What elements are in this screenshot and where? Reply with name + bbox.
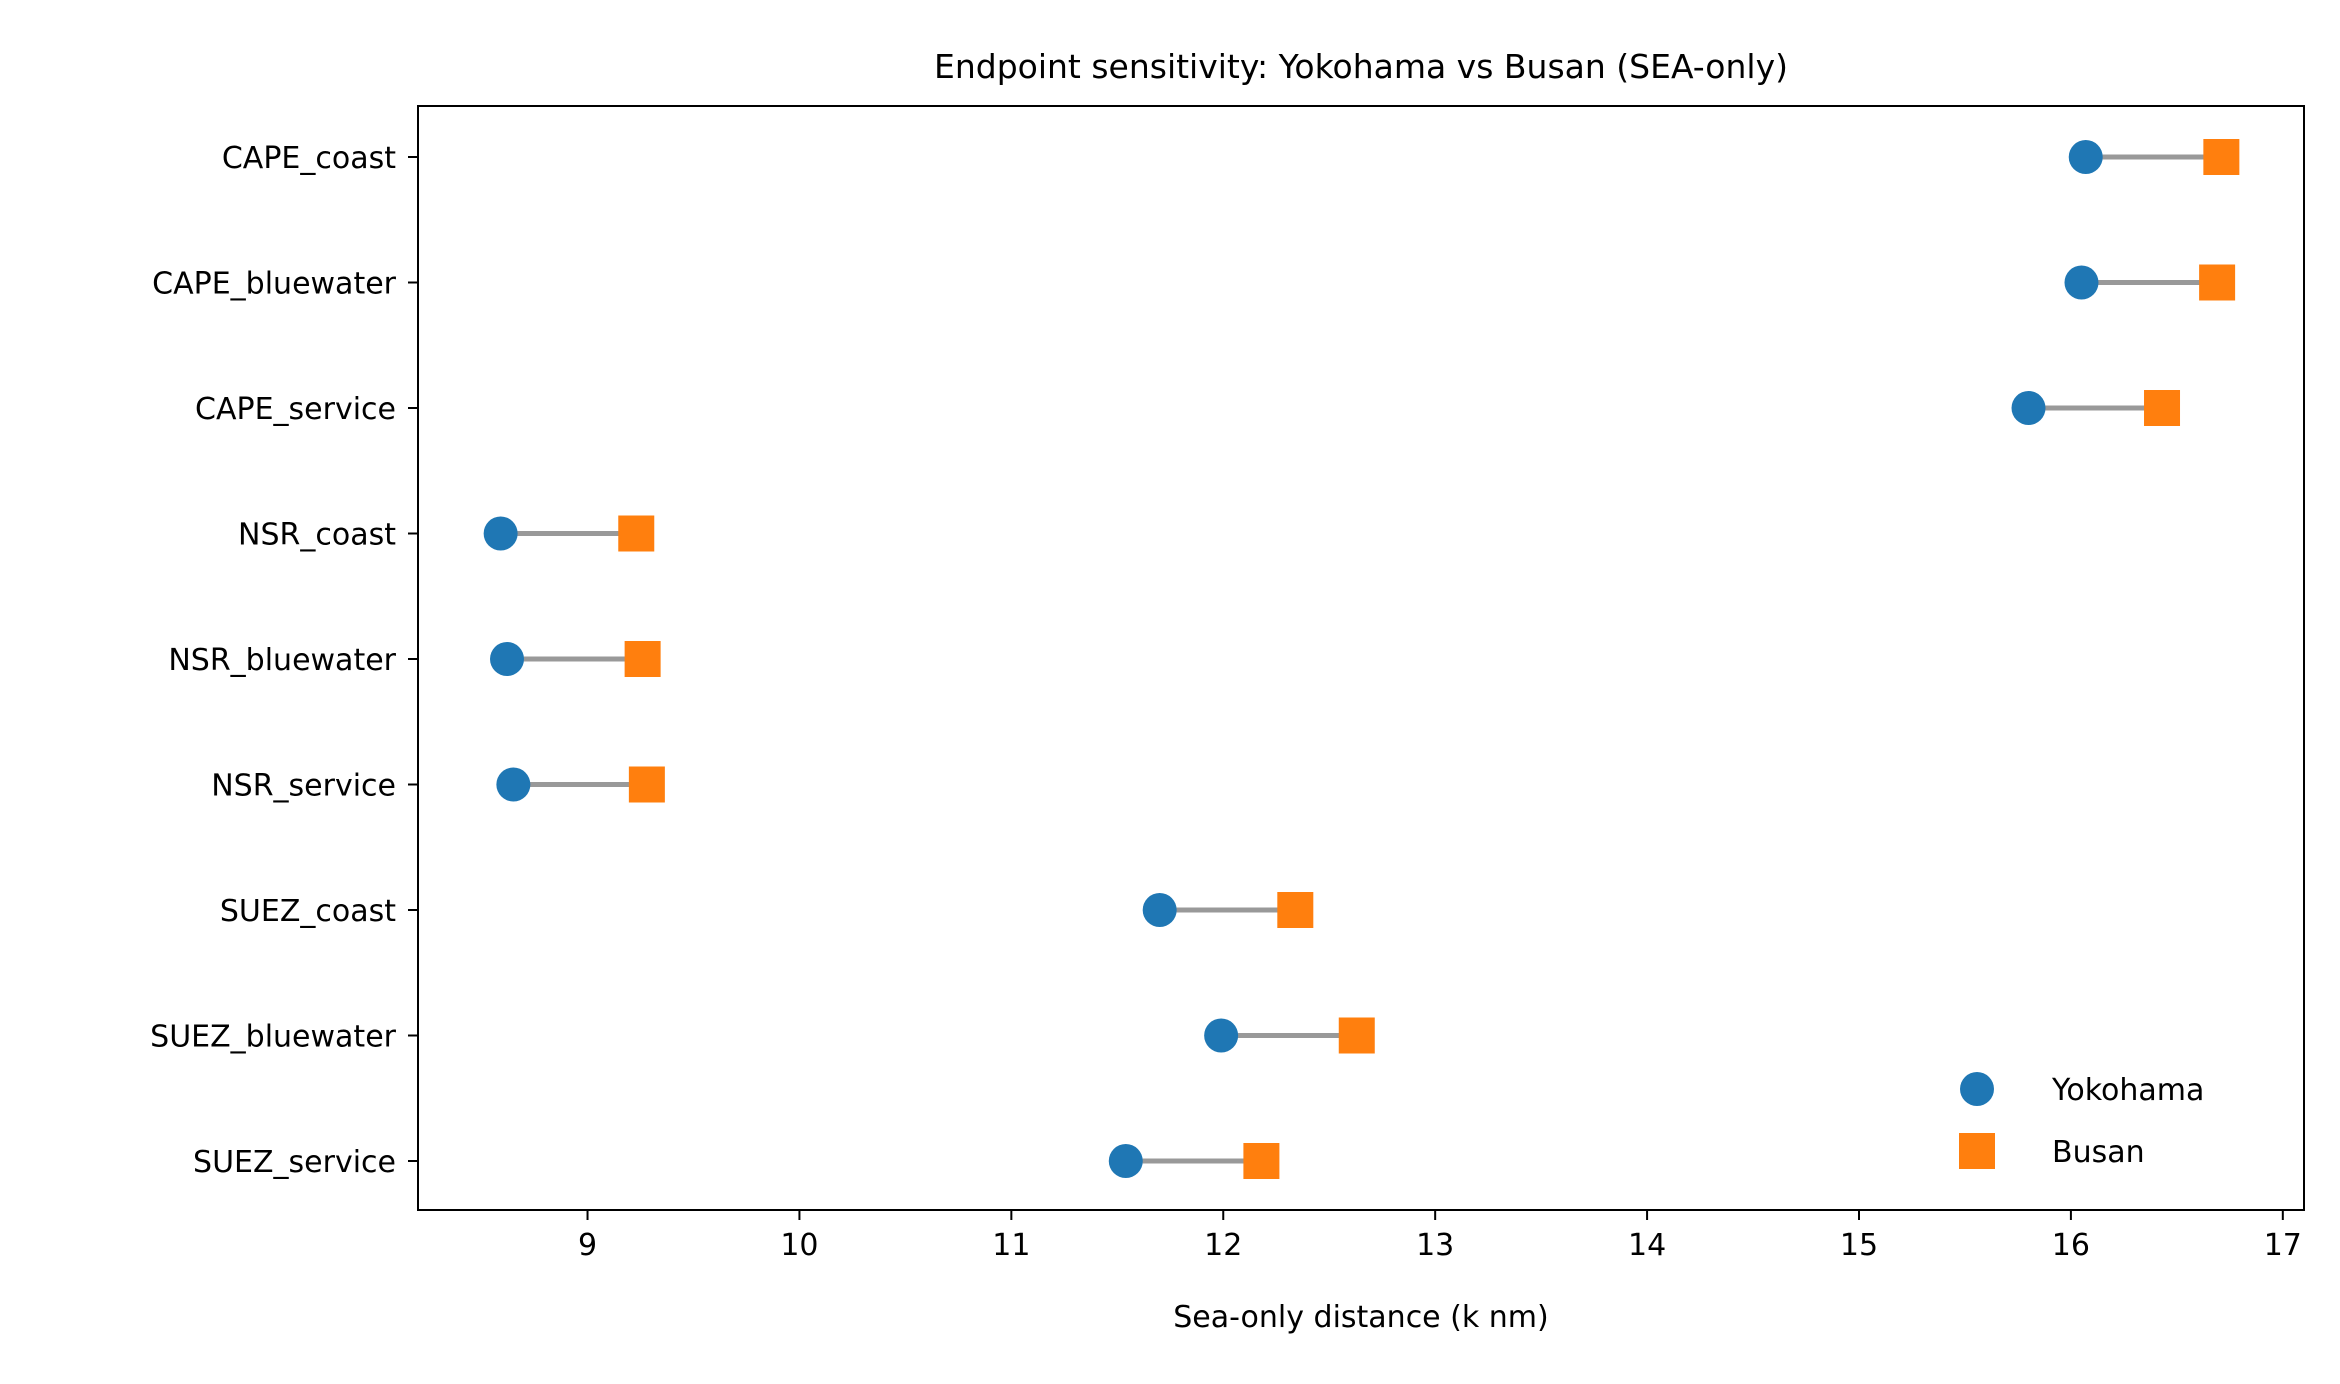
chart-title: Endpoint sensitivity: Yokohama vs Busan … xyxy=(934,47,1788,86)
x-tick-label: 11 xyxy=(992,1228,1030,1263)
yokohama-point xyxy=(2064,265,2099,300)
yokohama-point xyxy=(1142,893,1177,927)
x-tick-label: 12 xyxy=(1204,1228,1242,1263)
x-axis: 9 10 11 12 13 14 15 16 17 xyxy=(578,1210,2302,1263)
busan-point xyxy=(2144,390,2181,426)
y-tick-label: CAPE_coast xyxy=(222,141,396,176)
y-tick-label: CAPE_service xyxy=(195,392,396,427)
legend-busan-marker xyxy=(1959,1133,1995,1169)
yokohama-point xyxy=(490,642,525,676)
x-tick-label: 13 xyxy=(1416,1228,1454,1263)
legend: Yokohama Busan xyxy=(1959,1072,2204,1170)
yokohama-point xyxy=(2068,140,2103,174)
y-axis: CAPE_coast CAPE_bluewater CAPE_service NSR_… xyxy=(150,141,418,1180)
busan-point xyxy=(628,766,665,803)
markers-layer xyxy=(483,139,2240,1179)
x-axis-label: Sea-only distance (k nm) xyxy=(1173,1300,1548,1335)
x-tick-label: 14 xyxy=(1628,1228,1666,1263)
x-tick-label: 16 xyxy=(2052,1228,2090,1263)
busan-point xyxy=(618,515,655,552)
yokohama-point xyxy=(1108,1144,1143,1178)
busan-point xyxy=(1338,1017,1375,1054)
busan-point xyxy=(2203,139,2240,175)
yokohama-point xyxy=(2011,391,2046,425)
busan-point xyxy=(1243,1143,1280,1179)
x-tick-label: 15 xyxy=(1840,1228,1878,1263)
legend-yokohama-marker xyxy=(1960,1072,1994,1106)
yokohama-point xyxy=(483,516,518,551)
busan-point xyxy=(2199,264,2236,301)
y-tick-label: NSR_service xyxy=(211,769,396,804)
busan-point xyxy=(624,641,661,677)
y-tick-label: NSR_coast xyxy=(238,518,396,553)
x-tick-label: 9 xyxy=(578,1228,597,1263)
yokohama-point xyxy=(1204,1018,1239,1053)
yokohama-point xyxy=(496,767,531,802)
y-tick-label: NSR_bluewater xyxy=(168,643,396,678)
x-tick-label: 17 xyxy=(2264,1228,2302,1263)
x-tick-label: 10 xyxy=(780,1228,818,1263)
y-tick-label: SUEZ_bluewater xyxy=(150,1020,396,1055)
legend-busan-label: Busan xyxy=(2052,1135,2145,1170)
busan-point xyxy=(1277,892,1314,928)
y-tick-label: CAPE_bluewater xyxy=(152,267,397,302)
y-tick-label: SUEZ_coast xyxy=(220,894,396,929)
y-tick-label: SUEZ_service xyxy=(193,1145,396,1180)
connectors-layer xyxy=(500,154,2222,1164)
legend-yokohama-label: Yokohama xyxy=(2051,1073,2204,1108)
